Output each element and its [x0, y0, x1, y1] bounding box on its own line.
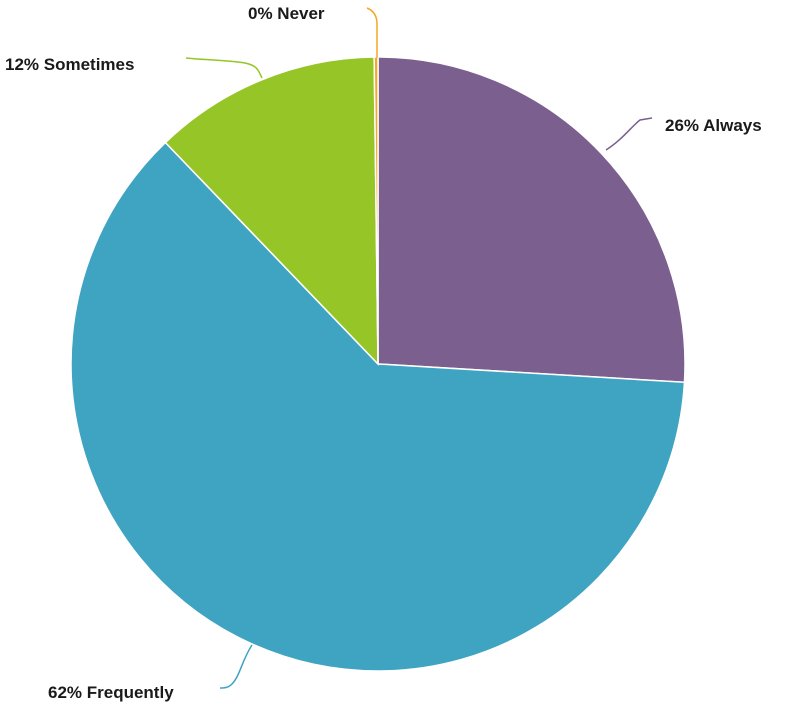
pie-slice-frequently: [70, 141, 686, 672]
data-label-frequently: 62% Frequently: [48, 683, 174, 702]
data-label-always: 26% Always: [665, 116, 762, 135]
leader-line-frequently: [219, 644, 253, 689]
data-labels: 26% Always 62% Frequently 12% Sometimes …: [5, 4, 762, 702]
pie-slice-never: [373, 56, 379, 365]
leader-lines: [185, 7, 653, 689]
pie-slice-always: [377, 56, 686, 384]
leader-line-never: [366, 7, 378, 58]
data-label-sometimes: 12% Sometimes: [5, 55, 134, 74]
pie-slices: [70, 56, 686, 672]
data-label-never: 0% Never: [248, 4, 325, 23]
leader-line-sometimes: [185, 57, 263, 79]
pie-slice-sometimes: [164, 56, 379, 366]
leader-line-always: [605, 117, 653, 151]
